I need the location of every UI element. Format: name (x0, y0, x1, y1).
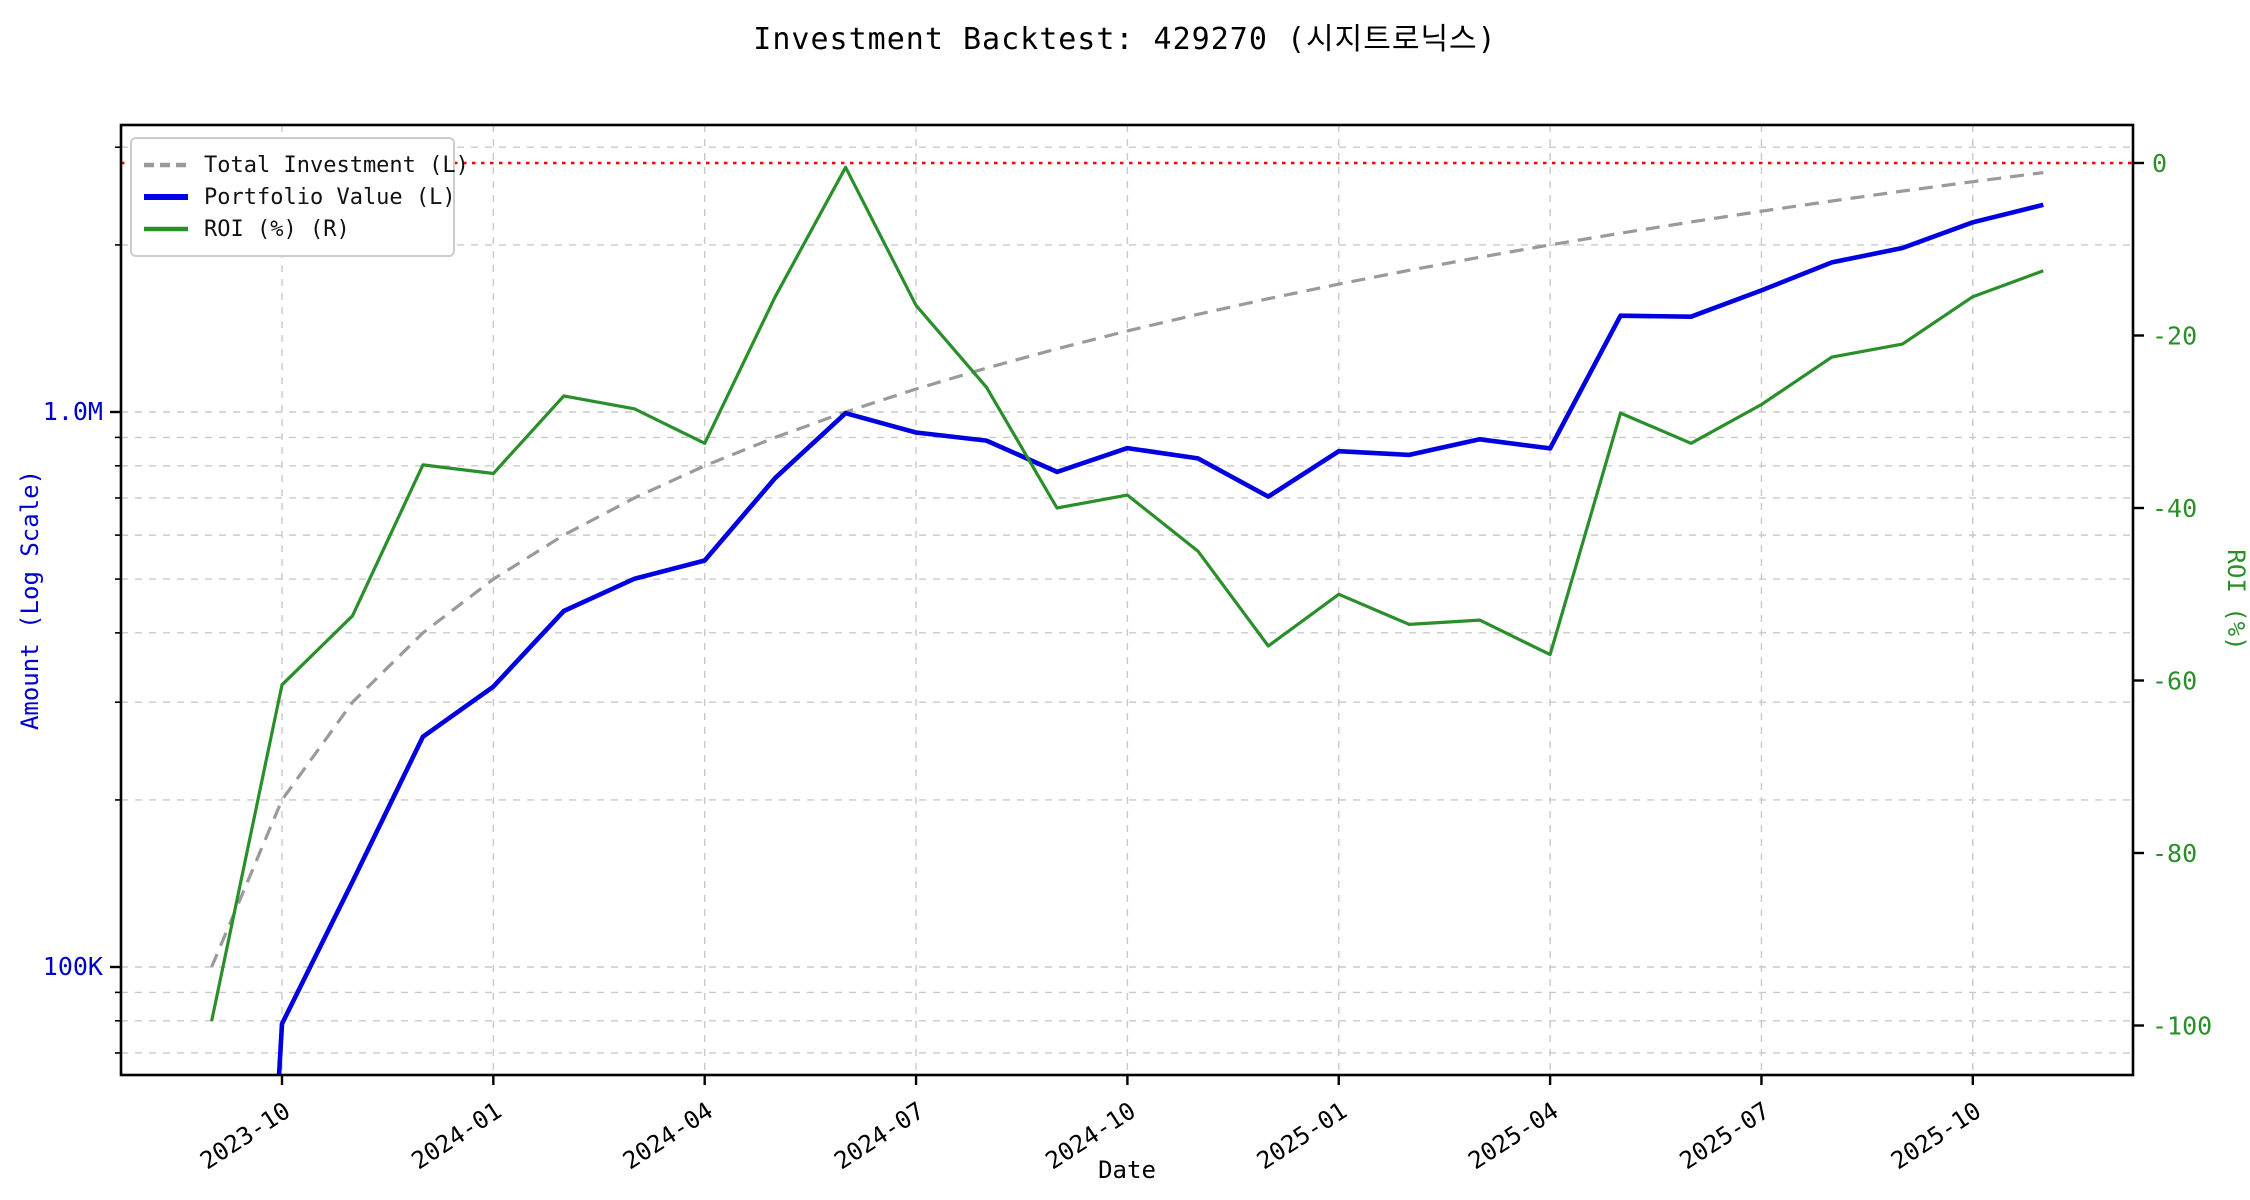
x-tick-label: 2023-10 (195, 1097, 295, 1176)
x-tick-label: 2025-07 (1675, 1097, 1775, 1176)
y-left-axis-title: Amount (Log Scale) (16, 470, 44, 730)
portfolio-line (276, 202, 2044, 1075)
x-tick-label: 2024-07 (829, 1097, 929, 1176)
x-tick-label: 2025-10 (1886, 1097, 1986, 1176)
total-investment-line-swatch (142, 149, 190, 181)
portfolio-value-line-swatch (142, 181, 190, 213)
y-left-tick-label: 1.0M (43, 397, 103, 426)
y-left-tick-label: 100K (43, 952, 103, 981)
legend-label: Total Investment (L) (204, 152, 469, 178)
y-right-tick-label: -100 (2152, 1012, 2212, 1041)
total-investment-line (210, 171, 2044, 968)
x-tick-label: 2025-04 (1463, 1097, 1563, 1176)
y-right-tick-label: 0 (2152, 149, 2167, 178)
y-right-tick-label: -40 (2152, 494, 2197, 523)
chart-title: Investment Backtest: 429270 (시지트로닉스) (753, 22, 1497, 57)
y-right-axis-title: ROI (%) (2222, 549, 2250, 650)
legend-label: ROI (%) (R) (204, 216, 350, 242)
legend-item-roi: ROI (%) (R) (142, 213, 439, 245)
x-tick-label: 2024-04 (618, 1097, 718, 1176)
legend-label: Portfolio Value (L) (204, 184, 456, 210)
roi-line-swatch (142, 213, 190, 245)
x-axis-title: Date (1098, 1156, 1156, 1184)
legend-item-portfolio-value: Portfolio Value (L) (142, 181, 456, 213)
y-right-tick-label: -60 (2152, 667, 2197, 696)
x-tick-label: 2024-01 (407, 1097, 507, 1176)
x-tick-label: 2025-01 (1252, 1097, 1352, 1176)
y-right-tick-label: -20 (2152, 322, 2197, 351)
legend-item-total-investment: Total Investment (L) (142, 149, 469, 181)
roi-line (210, 165, 2044, 1022)
legend: Total Investment (L) Portfolio Value (L)… (130, 137, 469, 257)
y-right-tick-label: -80 (2152, 839, 2197, 868)
